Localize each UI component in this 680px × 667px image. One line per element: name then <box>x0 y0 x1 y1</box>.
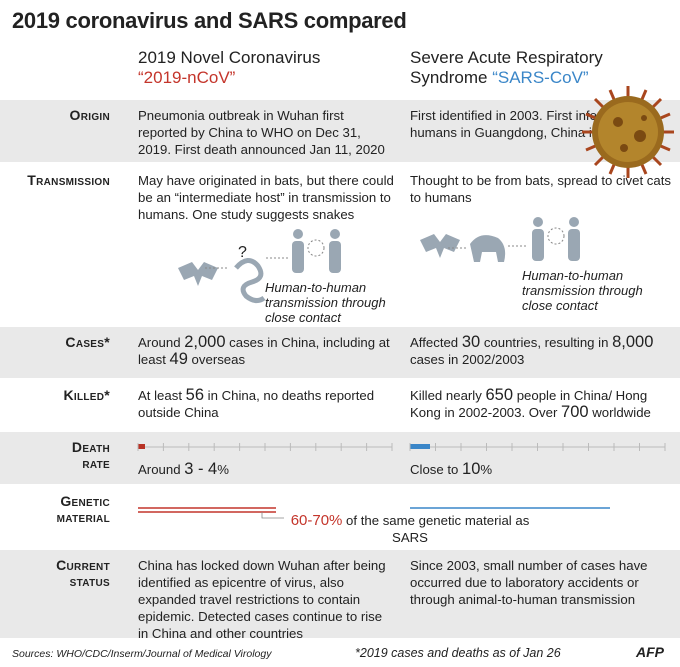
scale-ticks <box>137 443 666 451</box>
text-part: in China, no deaths reported outside Chi… <box>138 388 375 420</box>
text-part: May have originated in bats, but there c… <box>138 173 394 222</box>
column-header: Severe Acute Respiratory Syndrome “SARS-… <box>410 48 610 88</box>
row-background <box>0 550 680 638</box>
row-label: Origin <box>69 107 110 123</box>
footnote: *2019 cases and deaths as of Jan 26 <box>355 646 561 660</box>
row-label: Killed* <box>63 387 110 403</box>
text-part: China has locked down Wuhan after being … <box>138 558 386 641</box>
text-part: people in China/ Hong Kong in 2002-2003.… <box>410 388 648 420</box>
text-part: cases in 2002/2003 <box>410 352 525 367</box>
text-part: Since 2003, small number of cases have o… <box>410 558 648 607</box>
text-part: 3 - 4 <box>184 460 218 478</box>
cell: May have originated in bats, but there c… <box>138 172 396 223</box>
text-part: Thought to be from bats, spread to civet… <box>410 173 671 205</box>
column-header: 2019 Novel Coronavirus “2019-nCoV” <box>138 48 398 88</box>
genetic-note: 60-70% of the same genetic material as S… <box>285 512 535 546</box>
row-label: Death rate <box>71 439 110 471</box>
text-part: worldwide <box>588 405 651 420</box>
death-rate-scale <box>138 444 665 449</box>
cell: China has locked down Wuhan after being … <box>138 557 396 642</box>
text-part: Around <box>138 335 185 350</box>
text-part: 49 <box>169 350 188 368</box>
text-part: 60-70% <box>290 512 343 529</box>
text-part: % <box>217 462 229 477</box>
sources: Sources: WHO/CDC/Inserm/Journal of Medic… <box>12 648 272 660</box>
text-part: of the same genetic material as SARS <box>342 513 530 545</box>
cell: At least 56 in China, no deaths reported… <box>138 387 396 421</box>
column-name: 2019 Novel Coronavirus <box>138 48 321 67</box>
text-part: Affected <box>410 335 462 350</box>
text-part: 30 <box>461 333 481 351</box>
cell: Close to 10% <box>410 461 672 478</box>
text-part: Close to <box>410 462 463 477</box>
cell: Killed nearly 650 people in China/ Hong … <box>410 387 672 421</box>
row-label: Current status <box>56 557 110 589</box>
question-mark: ? <box>238 244 247 261</box>
row-label: Transmission <box>27 172 110 188</box>
row-background <box>0 100 680 162</box>
text-part: 700 <box>561 403 589 421</box>
text-part: 650 <box>485 386 514 404</box>
column-name: Severe Acute Respiratory Syndrome <box>410 48 603 87</box>
text-part: Pneumonia outbreak in Wuhan first report… <box>138 108 385 157</box>
cell: Since 2003, small number of cases have o… <box>410 557 672 608</box>
cell: Affected 30 countries, resulting in 8,00… <box>410 334 672 368</box>
logo: AFP <box>636 644 664 660</box>
text-part: 56 <box>185 386 205 404</box>
row-label: Genetic material <box>56 493 110 525</box>
cell: Around 3 - 4% <box>138 461 396 478</box>
text-part: First identified in 2003. First infected… <box>410 108 633 140</box>
text-part: 10 <box>462 460 481 478</box>
text-part: countries, resulting in <box>480 335 613 350</box>
genetic-lines <box>138 507 610 519</box>
cell: First identified in 2003. First infected… <box>410 107 672 141</box>
title: 2019 coronavirus and SARS compared <box>12 8 407 33</box>
text-part: 2,000 <box>184 333 226 351</box>
text-part: 8,000 <box>612 333 654 351</box>
caption: Human-to-human transmission through clos… <box>522 268 643 313</box>
text-part: Killed nearly <box>410 388 486 403</box>
row-label: Cases* <box>65 334 110 350</box>
caption: Human-to-human transmission through clos… <box>265 280 386 325</box>
row-background <box>0 432 680 484</box>
text-part: % <box>480 462 493 477</box>
row-background <box>0 327 680 378</box>
transmission-art <box>178 229 341 304</box>
cell: Around 2,000 cases in China, including a… <box>138 334 396 368</box>
cell: Pneumonia outbreak in Wuhan first report… <box>138 107 396 158</box>
text-part: Around <box>138 462 185 477</box>
text-part: At least <box>138 388 186 403</box>
text-part: overseas <box>187 352 246 367</box>
virus-icon <box>582 86 674 178</box>
text-part: cases in China, including at least <box>138 335 390 367</box>
transmission-art <box>420 217 580 262</box>
column-code: “SARS-CoV” <box>492 68 589 87</box>
column-code: “2019-nCoV” <box>138 68 236 87</box>
cell: Thought to be from bats, spread to civet… <box>410 172 672 206</box>
